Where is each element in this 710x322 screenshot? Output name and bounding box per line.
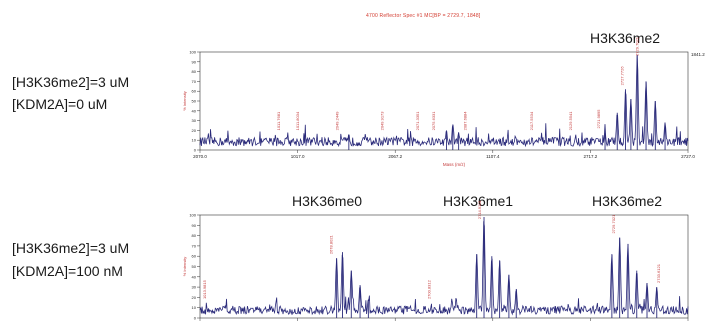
spectrum-trace (199, 55, 689, 148)
peak-mz-annotation: 2049.2449 (335, 111, 340, 131)
x-axis-label: Mass (m/z) (443, 162, 466, 167)
condition-2-substrate-label: [H3K36me2]=3 uM (12, 240, 130, 256)
spectrum-2-peak-label-h3k36me2: H3K36me2 (592, 193, 663, 209)
peak-mz-annotation: 2071.3351 (415, 111, 420, 131)
peak-mz-annotation: 2678.8021 (329, 234, 334, 254)
condition-1-substrate-label: [H3K36me2]=3 uM (12, 74, 130, 90)
peak-mz-annotation: 2049.9173 (379, 111, 384, 131)
peak-mz-annotation: 1011.8034 (295, 111, 300, 130)
peak-mz-annotation: 2075.6331 (431, 111, 436, 131)
x-tick-label: 2717.2 (584, 154, 598, 159)
y-tick-label: 80 (192, 233, 197, 238)
y-tick-label: 20 (192, 295, 197, 300)
y-tick-label: 40 (192, 274, 197, 279)
y-tick-label: 100 (189, 50, 196, 55)
x-tick-label: 2727.0 (681, 154, 695, 159)
y-tick-label: 100 (189, 213, 196, 218)
y-tick-label: 20 (192, 128, 197, 133)
y-tick-label: 90 (192, 59, 197, 64)
peak-mz-annotation: 1011.7681 (276, 111, 281, 130)
peak-mz-annotation: 2117.5534 (529, 111, 534, 130)
x-tick-label: 1017.0 (291, 154, 305, 159)
spectrum-1-title: 4700 Reflector Spec #1 MC[BP = 2729.7, 1… (366, 13, 481, 19)
spectrum-2-peak-label-h3k36me1: H3K36me1 (443, 193, 514, 209)
spectrum-2-peak-label-h3k36me0: H3K36me0 (292, 193, 363, 209)
spectrum-trace (199, 221, 689, 316)
y-tick-label: 10 (192, 305, 197, 310)
y-tick-label: 0 (194, 148, 197, 153)
max-intensity-label: 1841.2 (691, 52, 705, 57)
y-tick-label: 50 (192, 264, 197, 269)
x-tick-label: 2067.2 (388, 154, 402, 159)
x-tick-label: 2070.0 (193, 154, 207, 159)
x-tick-label: 1107.4 (486, 154, 500, 159)
condition-1-enzyme-label: [KDM2A]=0 uM (12, 96, 108, 112)
peak-mz-annotation: 2129.5541 (568, 111, 573, 131)
y-tick-label: 60 (192, 89, 197, 94)
peak-mz-annotation: 2729.7021 (635, 36, 640, 56)
y-tick-label: 30 (192, 118, 197, 123)
peak-mz-annotation: 2714.9101 (477, 199, 482, 219)
peak-mz-annotation: 2700.8312 (426, 279, 431, 299)
peak-mz-annotation: 2729.7021 (611, 214, 616, 234)
y-axis-label: % Intensity (182, 257, 187, 277)
peak-mz-annotation: 2727.7726 (620, 66, 625, 86)
peak-mz-annotation: 2087.6884 (462, 111, 467, 131)
y-tick-label: 70 (192, 79, 197, 84)
spectrum-1-peak-label-h3k36me2: H3K36me2 (590, 30, 661, 46)
y-tick-label: 70 (192, 243, 197, 248)
y-tick-label: 60 (192, 254, 197, 259)
y-tick-label: 80 (192, 69, 197, 74)
y-tick-label: 10 (192, 138, 197, 143)
y-axis-label: % Intensity (182, 91, 187, 111)
y-tick-label: 90 (192, 223, 197, 228)
condition-2-enzyme-label: [KDM2A]=100 nM (12, 263, 123, 279)
peak-mz-annotation: 1013.9815 (202, 279, 207, 299)
peak-mz-annotation: 2733.6121 (656, 263, 661, 283)
y-tick-label: 0 (194, 316, 197, 321)
peak-mz-annotation: 2721.9895 (596, 109, 601, 129)
y-tick-label: 30 (192, 285, 197, 290)
y-tick-label: 50 (192, 99, 197, 104)
y-tick-label: 40 (192, 108, 197, 113)
